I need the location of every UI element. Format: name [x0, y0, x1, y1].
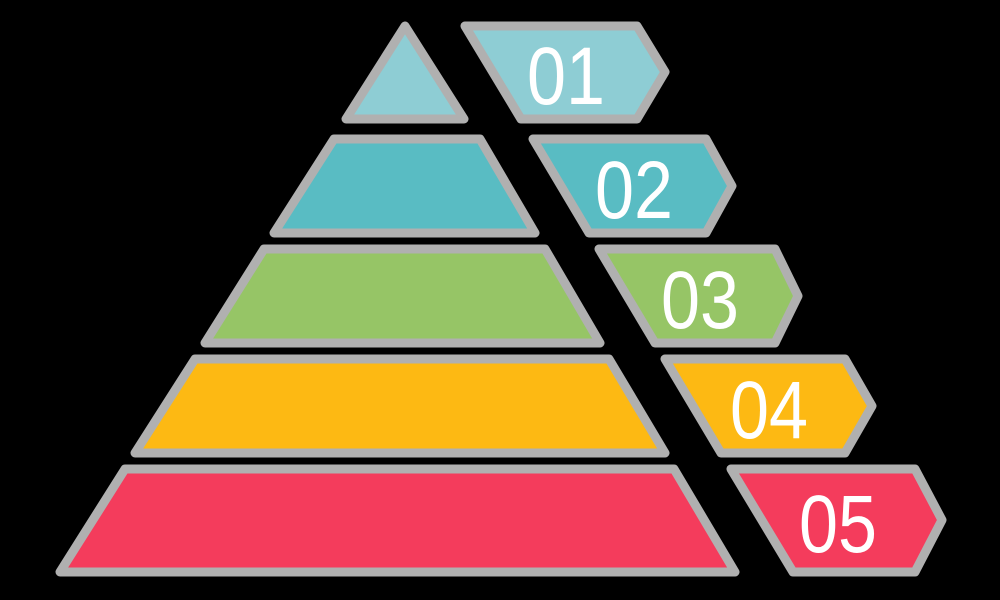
level-number-01: 01 [527, 31, 605, 122]
level-number-02: 02 [595, 145, 673, 236]
ribbon-arrow-04 [660, 354, 877, 458]
level-number-04: 04 [730, 365, 808, 456]
level-number-05: 05 [799, 479, 877, 570]
ribbon-arrow-02 [528, 134, 737, 238]
ribbon-arrow-01 [460, 21, 670, 124]
pyramid-segment-05 [55, 464, 740, 577]
pyramid-segment-04 [130, 354, 670, 458]
ribbon-arrow-05 [726, 464, 947, 577]
level-number-03: 03 [661, 255, 739, 346]
ribbon-arrow-03 [594, 244, 803, 348]
pyramid-segment-03 [200, 244, 605, 348]
pyramid-segment-02 [269, 134, 540, 238]
pyramid-segment-01 [341, 21, 469, 124]
